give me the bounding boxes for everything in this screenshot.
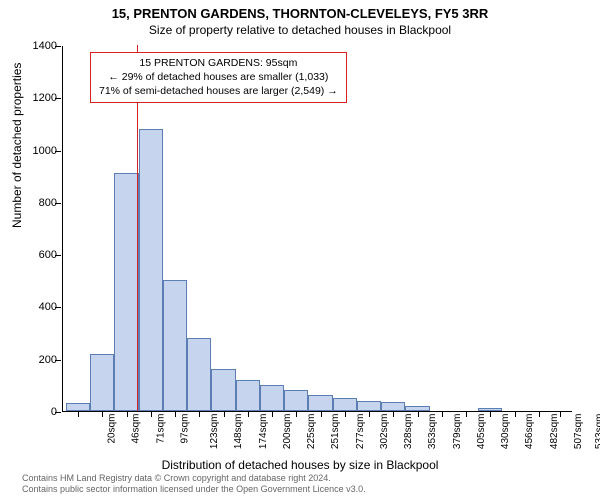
x-tick bbox=[539, 411, 540, 417]
x-tick bbox=[393, 411, 394, 417]
x-tick bbox=[369, 411, 370, 417]
y-tick-label: 200 bbox=[17, 354, 57, 366]
x-tick-label: 71sqm bbox=[155, 414, 166, 444]
histogram-bar bbox=[139, 129, 163, 411]
histogram-bar bbox=[357, 401, 381, 411]
x-tick bbox=[151, 411, 152, 417]
x-tick-label: 405sqm bbox=[476, 414, 487, 450]
x-tick bbox=[466, 411, 467, 417]
x-tick bbox=[442, 411, 443, 417]
x-tick bbox=[321, 411, 322, 417]
y-tick-label: 1400 bbox=[17, 40, 57, 52]
x-axis-label: Distribution of detached houses by size … bbox=[0, 458, 600, 472]
x-tick bbox=[102, 411, 103, 417]
histogram-bar bbox=[284, 390, 308, 411]
histogram-bar bbox=[211, 369, 236, 411]
x-tick-label: 456sqm bbox=[524, 414, 535, 450]
x-tick-label: 46sqm bbox=[131, 414, 142, 444]
histogram-bar bbox=[66, 403, 90, 411]
footer-credits: Contains HM Land Registry data © Crown c… bbox=[22, 473, 366, 496]
x-tick bbox=[78, 411, 79, 417]
footer-line-2: Contains public sector information licen… bbox=[22, 484, 366, 496]
footer-line-1: Contains HM Land Registry data © Crown c… bbox=[22, 473, 366, 485]
annotation-line-3: 71% of semi-detached houses are larger (… bbox=[99, 84, 338, 98]
x-tick bbox=[127, 411, 128, 417]
x-tick bbox=[490, 411, 491, 417]
y-tick-label: 1200 bbox=[17, 92, 57, 104]
histogram-bar bbox=[333, 398, 357, 411]
y-tick-label: 800 bbox=[17, 197, 57, 209]
x-tick-label: 251sqm bbox=[330, 414, 341, 450]
x-tick-label: 97sqm bbox=[180, 414, 191, 444]
x-tick-label: 328sqm bbox=[403, 414, 414, 450]
histogram-bar bbox=[308, 395, 333, 411]
annotation-line-2: ← 29% of detached houses are smaller (1,… bbox=[99, 70, 338, 84]
x-tick bbox=[248, 411, 249, 417]
x-tick-label: 277sqm bbox=[355, 414, 366, 450]
x-tick-label: 353sqm bbox=[427, 414, 438, 450]
histogram-bar bbox=[381, 402, 405, 411]
x-tick-label: 225sqm bbox=[306, 414, 317, 450]
histogram-bar bbox=[163, 280, 187, 411]
y-tick-label: 1000 bbox=[17, 145, 57, 157]
x-tick-label: 148sqm bbox=[233, 414, 244, 450]
x-tick-label: 174sqm bbox=[258, 414, 269, 450]
histogram-bar bbox=[114, 173, 139, 411]
x-tick-label: 302sqm bbox=[379, 414, 390, 450]
x-tick bbox=[296, 411, 297, 417]
x-tick bbox=[175, 411, 176, 417]
x-tick bbox=[272, 411, 273, 417]
x-tick bbox=[345, 411, 346, 417]
title-block: 15, PRENTON GARDENS, THORNTON-CLEVELEYS,… bbox=[0, 0, 600, 37]
x-tick-label: 430sqm bbox=[500, 414, 511, 450]
chart-container: 15, PRENTON GARDENS, THORNTON-CLEVELEYS,… bbox=[0, 0, 600, 500]
x-tick bbox=[224, 411, 225, 417]
y-tick-label: 0 bbox=[17, 406, 57, 418]
histogram-bar bbox=[236, 380, 260, 411]
x-tick-label: 507sqm bbox=[573, 414, 584, 450]
y-tick-label: 600 bbox=[17, 249, 57, 261]
x-tick-label: 123sqm bbox=[209, 414, 220, 450]
annotation-line-1: 15 PRENTON GARDENS: 95sqm bbox=[99, 56, 338, 70]
histogram-bar bbox=[187, 338, 211, 411]
x-tick-label: 379sqm bbox=[452, 414, 463, 450]
title-address: 15, PRENTON GARDENS, THORNTON-CLEVELEYS,… bbox=[0, 6, 600, 21]
x-tick-label: 533sqm bbox=[594, 414, 600, 450]
x-tick-label: 20sqm bbox=[107, 414, 118, 444]
x-tick bbox=[560, 411, 561, 417]
title-subtitle: Size of property relative to detached ho… bbox=[0, 23, 600, 37]
y-tick-label: 400 bbox=[17, 301, 57, 313]
x-tick bbox=[515, 411, 516, 417]
x-tick bbox=[199, 411, 200, 417]
x-tick-label: 200sqm bbox=[282, 414, 293, 450]
x-tick bbox=[418, 411, 419, 417]
x-tick-label: 482sqm bbox=[549, 414, 560, 450]
histogram-bar bbox=[90, 354, 114, 412]
histogram-bar bbox=[260, 385, 284, 411]
annotation-box: 15 PRENTON GARDENS: 95sqm ← 29% of detac… bbox=[90, 52, 347, 103]
